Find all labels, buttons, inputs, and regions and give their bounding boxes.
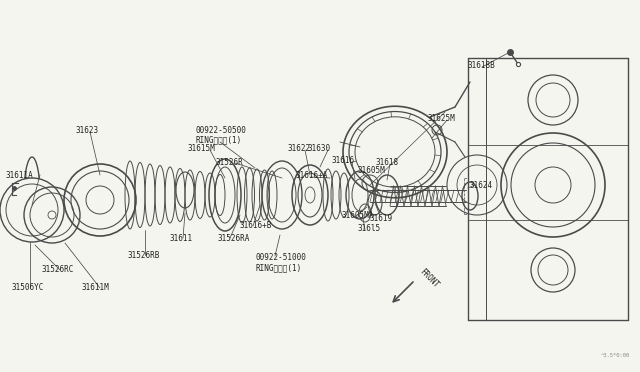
Text: 31506YC: 31506YC bbox=[12, 283, 44, 292]
Text: 316l5: 316l5 bbox=[358, 224, 381, 232]
Text: ^3.5*0:00: ^3.5*0:00 bbox=[601, 353, 630, 358]
Text: 31630: 31630 bbox=[308, 144, 331, 153]
Text: 31611: 31611 bbox=[170, 234, 193, 243]
Text: 31615M: 31615M bbox=[188, 144, 216, 153]
Text: 31616+A: 31616+A bbox=[295, 170, 328, 180]
Text: 31618: 31618 bbox=[375, 157, 398, 167]
Text: RINGリング(1): RINGリング(1) bbox=[195, 135, 241, 144]
Text: 31526RB: 31526RB bbox=[128, 250, 161, 260]
Text: 31618B: 31618B bbox=[468, 61, 496, 70]
Text: RINGリング(1): RINGリング(1) bbox=[255, 263, 301, 273]
Text: 31623: 31623 bbox=[75, 125, 98, 135]
Text: FRONT: FRONT bbox=[418, 267, 441, 289]
Text: 31526R: 31526R bbox=[215, 157, 243, 167]
Text: 31625M: 31625M bbox=[427, 113, 455, 122]
Text: 00922-50500: 00922-50500 bbox=[195, 125, 246, 135]
Text: 31526RA: 31526RA bbox=[218, 234, 250, 243]
Text: 31605M: 31605M bbox=[358, 166, 386, 174]
Text: 31619: 31619 bbox=[370, 214, 393, 222]
Text: 31605MA: 31605MA bbox=[342, 211, 374, 219]
Text: 00922-51000: 00922-51000 bbox=[255, 253, 306, 263]
Text: 31616+B: 31616+B bbox=[240, 221, 273, 230]
Text: 31611A: 31611A bbox=[5, 170, 33, 180]
Text: 31611M: 31611M bbox=[82, 283, 109, 292]
Text: 31622: 31622 bbox=[288, 144, 311, 153]
Text: 31616: 31616 bbox=[332, 155, 355, 164]
Text: 31526RC: 31526RC bbox=[42, 266, 74, 275]
Ellipse shape bbox=[0, 178, 64, 242]
Text: 31624: 31624 bbox=[470, 180, 493, 189]
